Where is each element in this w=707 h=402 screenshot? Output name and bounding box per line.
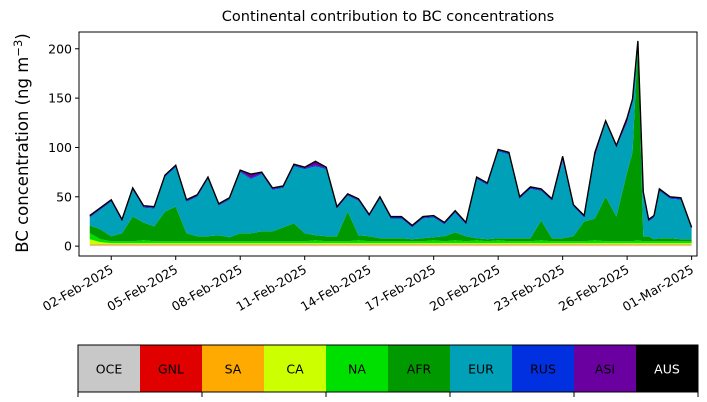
x-tick-label: 23-Feb-2025 [491, 262, 567, 314]
colorbar-frame [77, 344, 699, 393]
colorbar-label-gnl: GNL [158, 362, 184, 377]
y-tick-label: 0 [64, 239, 72, 254]
colorbar-swatch-gnl [140, 345, 203, 392]
colorbar-swatch-aus [636, 345, 699, 392]
x-tick-label: 20-Feb-2025 [427, 262, 503, 314]
y-tick-label: 50 [56, 189, 72, 204]
y-tick-label: 200 [48, 41, 72, 56]
x-axis: 02-Feb-202505-Feb-202508-Feb-202511-Feb-… [40, 256, 696, 314]
colorbar-swatch-oce [78, 345, 141, 392]
x-tick-label: 02-Feb-2025 [40, 262, 116, 314]
colorbar-label-asi: ASI [595, 362, 615, 377]
area-sa [89, 244, 692, 246]
colorbar-swatch-rus [512, 345, 575, 392]
area-afr [89, 42, 692, 242]
y-axis: 0 50 100 150 200 [48, 41, 79, 254]
colorbar-label-eur: EUR [468, 362, 494, 377]
colorbar-swatch-na [326, 345, 389, 392]
x-tick-label: 01-Mar-2025 [620, 262, 696, 315]
legend-colorbar: OCE GNL SA CA NA AFR EUR RUS ASI AUS [77, 344, 699, 397]
colorbar-swatch-sa [202, 345, 265, 392]
colorbar-swatch-asi [574, 345, 637, 392]
x-tick-label: 17-Feb-2025 [362, 262, 438, 314]
colorbar-swatch-afr [388, 345, 451, 392]
colorbar-label-sa: SA [225, 362, 242, 377]
colorbar-label-afr: AFR [407, 362, 432, 377]
x-tick-label: 26-Feb-2025 [556, 262, 632, 314]
colorbar-label-rus: RUS [530, 362, 556, 377]
colorbar-label-aus: AUS [654, 362, 680, 377]
y-tick-label: 150 [48, 91, 72, 106]
colorbar-swatch-eur [450, 345, 513, 392]
x-tick-label: 14-Feb-2025 [298, 262, 374, 314]
colorbar-label-oce: OCE [96, 362, 123, 377]
x-tick-label: 05-Feb-2025 [104, 262, 180, 314]
area-eur [89, 42, 692, 240]
x-tick-label: 11-Feb-2025 [233, 262, 309, 314]
colorbar-swatch-ca [264, 345, 327, 392]
y-tick-label: 100 [48, 140, 72, 155]
colorbar-label-ca: CA [286, 362, 304, 377]
chart-title: Continental contribution to BC concentra… [222, 9, 554, 25]
plot-frame [78, 31, 698, 257]
area-na [89, 233, 692, 244]
x-tick-label: 08-Feb-2025 [169, 262, 245, 314]
colorbar-label-na: NA [348, 362, 366, 377]
area-oce [89, 245, 692, 247]
y-axis-label: BC concentration (ng m−3) [11, 33, 32, 252]
total-line [89, 40, 693, 228]
plot-area [78, 31, 698, 257]
